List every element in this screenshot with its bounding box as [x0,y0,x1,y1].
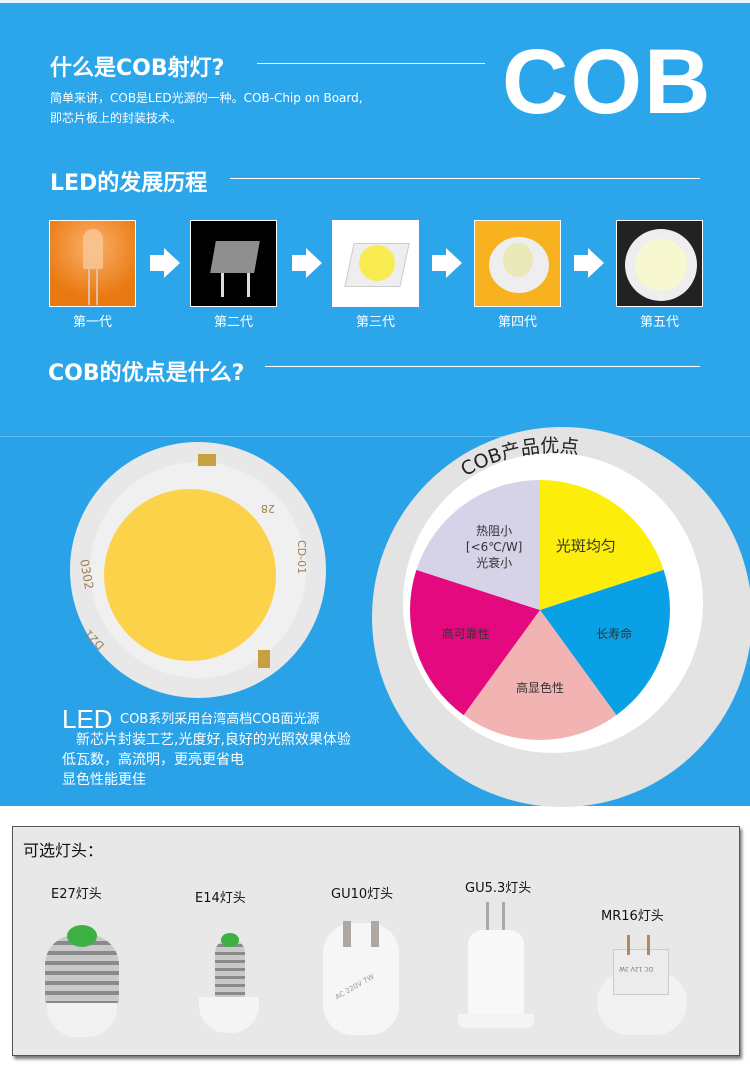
gen2-image [190,220,277,307]
cob-chip-image: 0302 D21 CD-01 28 [70,442,326,698]
wheel-segment [540,569,670,716]
wheel-segment-label: 热阻小[<6℃/W]光衰小 [466,524,522,570]
base-label: GU10灯头 [331,887,394,902]
base-label: MR16灯头 [601,909,664,924]
wheel-segment [416,480,540,610]
base-label: E14灯头 [195,891,246,906]
gen-label: 第五代 [639,315,679,330]
gen-label: 第一代 [72,315,112,330]
gu10-print: AC 220V 7W [333,972,376,1002]
intro-desc-line: 简单来讲，COB是LED光源的一种。COB-Chip on Board, [50,91,363,105]
led-line: 新芯片封装工艺,光度好,良好的光照效果体验 [76,732,351,748]
gen1-image [49,220,136,307]
bases-panel: 可选灯头： E27灯头 E14灯头 GU10灯头 GU5.3灯头 MR16灯头 … [12,826,740,1056]
bases-title: 可选灯头： [23,841,104,860]
divider [265,366,700,367]
intro-title: 什么是COB射灯? [50,56,225,81]
led-big-label: LED [62,704,113,734]
gen-label: 第二代 [213,315,253,330]
wheel-segment-label: 高显色性 [516,680,564,695]
intro-desc: 简单来讲，COB是LED光源的一种。COB-Chip on Board, 即芯片板… [50,88,363,128]
mr16-print: DC 12V 3W [619,965,654,972]
divider [257,63,485,64]
history-title: LED的发展历程 [50,171,208,196]
gu10-base-image: AC 220V 7W [323,921,399,1035]
wheel-segment [463,610,617,740]
intro-desc-line: 即芯片板上的封装技术。 [50,111,183,125]
base-label: GU5.3灯头 [465,881,532,896]
wheel-segment-label: 高可靠性 [442,626,490,641]
gu53-base-image [458,902,534,1037]
cob-logo: COB [502,31,713,133]
led-line: COB系列采用台湾高档COB面光源 [120,712,320,727]
wheel-segment [540,480,664,610]
gen5-image [616,220,703,307]
wheel-segment [409,569,540,716]
wheel-segment-label: 长寿命 [596,626,632,641]
chip-marking: 28 [261,502,275,515]
gen4-image [474,220,561,307]
led-line: 低瓦数，高流明，更亮更省电 [62,752,244,768]
wheel-segment-label: 光斑均匀 [556,537,616,555]
led-line: 显色性能更佳 [62,772,146,788]
divider [230,178,700,179]
e14-base-image [199,933,259,1033]
advantages-title: COB的优点是什么? [48,361,245,386]
gen-label: 第四代 [497,315,537,330]
mr16-base-image: DC 12V 3W [597,935,687,1035]
gen3-image [332,220,419,307]
chip-marking: 0302 [77,558,96,591]
e27-base-image [39,925,125,1037]
intro-section [0,0,750,436]
chip-marking: CD-01 [295,540,308,574]
base-label: E27灯头 [51,887,102,902]
gen-label: 第三代 [355,315,395,330]
